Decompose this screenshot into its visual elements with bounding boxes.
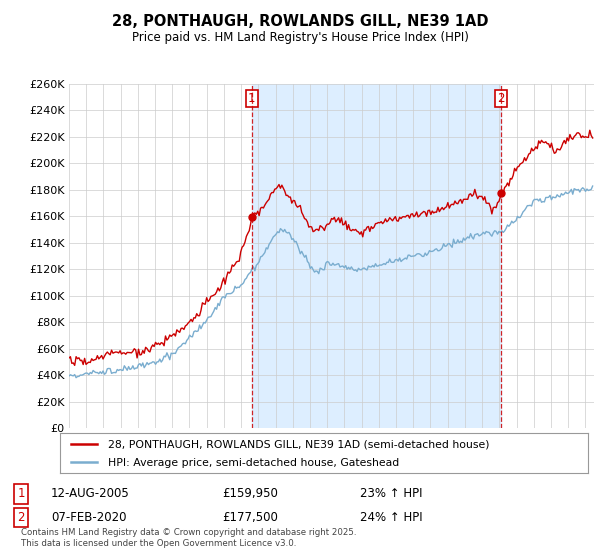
- Text: 1: 1: [248, 92, 256, 105]
- Text: 28, PONTHAUGH, ROWLANDS GILL, NE39 1AD: 28, PONTHAUGH, ROWLANDS GILL, NE39 1AD: [112, 14, 488, 29]
- Text: 1: 1: [17, 487, 25, 501]
- Text: HPI: Average price, semi-detached house, Gateshead: HPI: Average price, semi-detached house,…: [107, 458, 399, 468]
- Text: £159,950: £159,950: [222, 487, 278, 501]
- Text: 07-FEB-2020: 07-FEB-2020: [51, 511, 127, 524]
- Text: 12-AUG-2005: 12-AUG-2005: [51, 487, 130, 501]
- Text: 2: 2: [497, 92, 505, 105]
- Text: 2: 2: [17, 511, 25, 524]
- Text: 24% ↑ HPI: 24% ↑ HPI: [360, 511, 422, 524]
- Text: 23% ↑ HPI: 23% ↑ HPI: [360, 487, 422, 501]
- Text: Price paid vs. HM Land Registry's House Price Index (HPI): Price paid vs. HM Land Registry's House …: [131, 31, 469, 44]
- Text: 28, PONTHAUGH, ROWLANDS GILL, NE39 1AD (semi-detached house): 28, PONTHAUGH, ROWLANDS GILL, NE39 1AD (…: [107, 440, 489, 450]
- Text: Contains HM Land Registry data © Crown copyright and database right 2025.
This d: Contains HM Land Registry data © Crown c…: [21, 528, 356, 548]
- Text: £177,500: £177,500: [222, 511, 278, 524]
- Bar: [252, 84, 501, 428]
